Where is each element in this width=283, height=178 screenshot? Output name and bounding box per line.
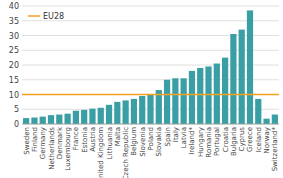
bar bbox=[23, 118, 29, 124]
chart-svg: 0 5 10 15 20 25 30 35 40 SwedenFinlandGermanyNeth… bbox=[0, 0, 283, 178]
y-tick-label: 30 bbox=[9, 32, 19, 41]
x-tick-label: Switzerland* bbox=[271, 127, 279, 172]
x-tick-label: Estonia bbox=[81, 127, 89, 153]
bar bbox=[89, 109, 95, 124]
x-tick-label: Iceland bbox=[255, 127, 263, 152]
x-tick-label: Cyprus bbox=[238, 127, 246, 152]
legend-label: EU28 bbox=[43, 12, 64, 21]
x-tick-label: Belgium bbox=[130, 127, 138, 156]
legend: EU28 bbox=[28, 12, 64, 21]
x-tick-label: Latvia bbox=[180, 127, 188, 148]
x-axis-line bbox=[22, 124, 279, 125]
chart-container: 0 5 10 15 20 25 30 35 40 SwedenFinlandGermanyNeth… bbox=[0, 0, 283, 178]
x-tick-label: Portugal bbox=[213, 127, 221, 156]
x-tick-label: United Kingdom bbox=[97, 127, 105, 178]
bar bbox=[230, 34, 236, 124]
bar bbox=[31, 118, 37, 124]
y-tick-label: 5 bbox=[14, 105, 19, 114]
bar bbox=[56, 115, 62, 124]
x-tick-label: Spain bbox=[164, 127, 172, 147]
y-tick-label: 10 bbox=[9, 91, 19, 100]
x-tick-label: Slovenia bbox=[139, 127, 147, 157]
x-tick-label: Malta bbox=[114, 127, 122, 146]
y-tick-label: 20 bbox=[9, 61, 19, 70]
bar bbox=[147, 95, 153, 125]
x-tick-label: Sweden bbox=[23, 127, 31, 155]
x-tick-label: Poland bbox=[147, 127, 155, 150]
bars bbox=[22, 10, 279, 124]
x-tick-label: Netherlands bbox=[48, 127, 56, 170]
bar bbox=[123, 100, 129, 124]
legend-swatch bbox=[28, 15, 40, 17]
grid-line bbox=[22, 124, 279, 125]
bar bbox=[263, 119, 269, 124]
bar bbox=[98, 108, 104, 124]
x-tick-label: Croatia bbox=[222, 127, 230, 152]
x-tick-label: Norway bbox=[263, 127, 271, 154]
y-tick-label: 40 bbox=[9, 2, 19, 11]
bar bbox=[114, 102, 120, 124]
x-tick-label: Germany bbox=[39, 127, 47, 159]
x-tick-label: Greece bbox=[246, 127, 254, 152]
bar bbox=[255, 99, 261, 124]
bar bbox=[239, 30, 245, 124]
bar bbox=[73, 111, 79, 124]
x-tick-label: Austria bbox=[89, 127, 97, 152]
bar bbox=[40, 117, 46, 124]
x-tick-label: Denmark bbox=[56, 126, 64, 159]
y-tick-label: 25 bbox=[9, 46, 19, 55]
x-tick-label: Slovakia bbox=[155, 127, 163, 156]
reference-line bbox=[22, 94, 279, 96]
bar bbox=[197, 68, 203, 124]
y-tick-label: 15 bbox=[9, 76, 19, 85]
bar bbox=[106, 105, 112, 124]
x-tick-label: Hungary bbox=[197, 127, 205, 157]
bar bbox=[81, 110, 87, 124]
bar bbox=[222, 58, 228, 124]
bar bbox=[64, 114, 70, 124]
x-tick-label: Italy bbox=[172, 127, 180, 142]
bar bbox=[247, 10, 253, 124]
x-tick-label: Czech Republic bbox=[122, 127, 130, 178]
x-tick-label: Lithuania bbox=[106, 127, 114, 159]
y-tick-label: 0 bbox=[14, 120, 19, 129]
x-tick-label: France bbox=[72, 127, 80, 150]
grid-line bbox=[22, 6, 279, 7]
grid-line bbox=[22, 94, 279, 95]
bar bbox=[189, 71, 195, 124]
x-tick-label: Romania bbox=[205, 127, 213, 158]
x-tick-label: Ireland* bbox=[188, 127, 196, 155]
bar bbox=[164, 80, 170, 124]
y-tick-label: 35 bbox=[9, 17, 19, 26]
bar bbox=[131, 99, 137, 124]
x-tick-label: Luxembourg bbox=[64, 127, 72, 171]
bar bbox=[48, 115, 54, 124]
bar bbox=[139, 96, 145, 124]
x-tick-label: Bulgaria bbox=[230, 127, 238, 156]
grid bbox=[22, 6, 279, 124]
bar bbox=[181, 78, 187, 124]
bar bbox=[272, 115, 278, 124]
x-tick-label: Finland bbox=[31, 127, 39, 152]
bar bbox=[172, 78, 178, 124]
